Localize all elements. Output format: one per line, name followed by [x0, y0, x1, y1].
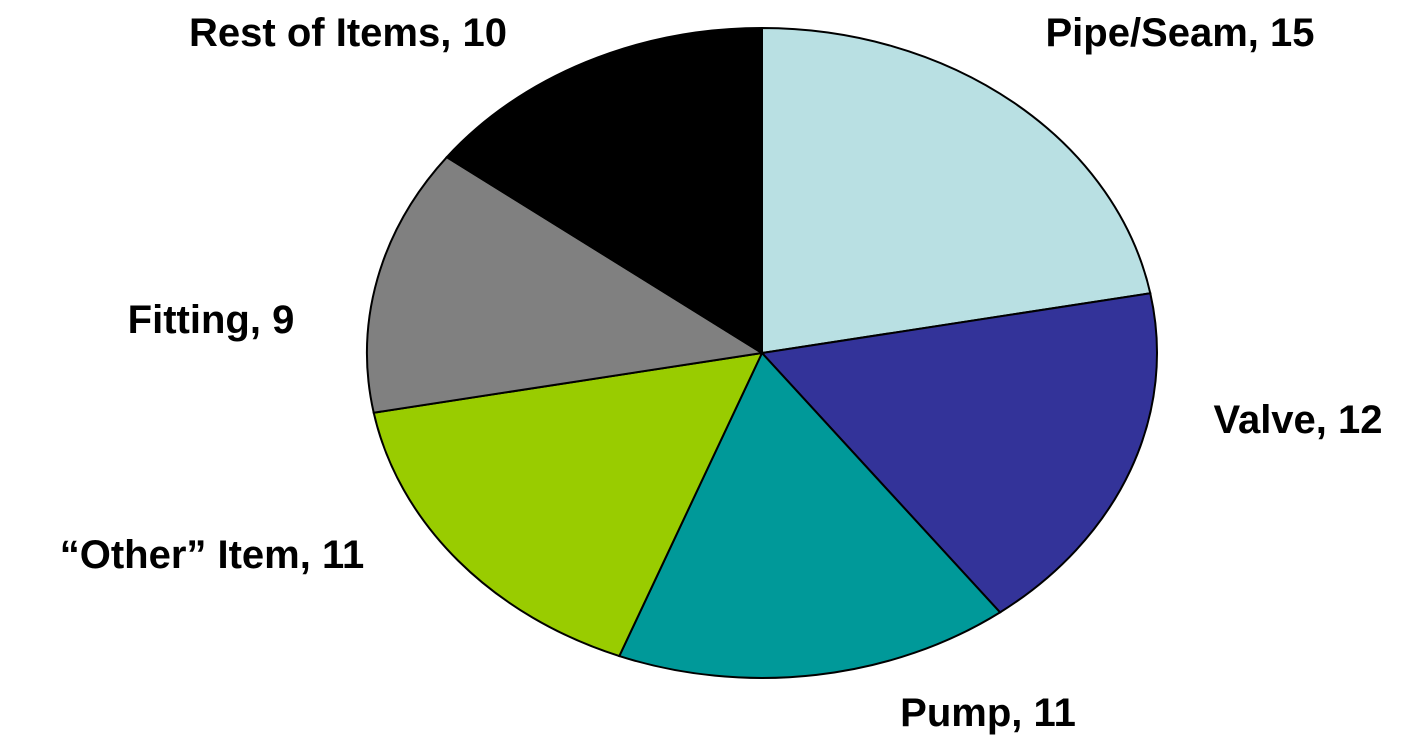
value-label: 12	[1338, 398, 1383, 442]
slice-label: Rest of Items, 10	[189, 11, 507, 55]
pie-slice	[445, 26, 763, 355]
category-name: Rest of Items	[189, 11, 440, 55]
pie-slice	[761, 26, 1152, 355]
separator: ,	[1316, 398, 1338, 442]
value-label: 11	[1034, 691, 1076, 735]
pie-slice	[617, 351, 1002, 679]
slice-label: Fitting, 9	[128, 298, 295, 342]
value-label: 11	[322, 533, 364, 577]
slice-label: Pipe/Seam, 15	[1045, 11, 1314, 55]
category-name: Pump	[900, 691, 1011, 735]
category-name: Valve	[1213, 398, 1315, 442]
slice-label: Valve, 12	[1213, 398, 1382, 442]
value-label: 10	[462, 11, 507, 55]
pie-slice	[366, 155, 765, 414]
separator: ,	[250, 298, 272, 342]
separator: ,	[300, 533, 322, 577]
category-name: “Other” Item	[60, 533, 300, 577]
slice-label: “Other” Item, 11	[60, 533, 365, 577]
pie-slice	[759, 292, 1158, 614]
category-name: Pipe/Seam	[1045, 11, 1247, 55]
value-label: 15	[1270, 11, 1315, 55]
separator: ,	[1011, 691, 1033, 735]
pie-slice	[372, 351, 764, 658]
separator: ,	[1248, 11, 1270, 55]
category-name: Fitting	[128, 298, 250, 342]
slice-label: Pump, 11	[900, 691, 1076, 735]
value-label: 9	[272, 298, 294, 342]
separator: ,	[440, 11, 462, 55]
